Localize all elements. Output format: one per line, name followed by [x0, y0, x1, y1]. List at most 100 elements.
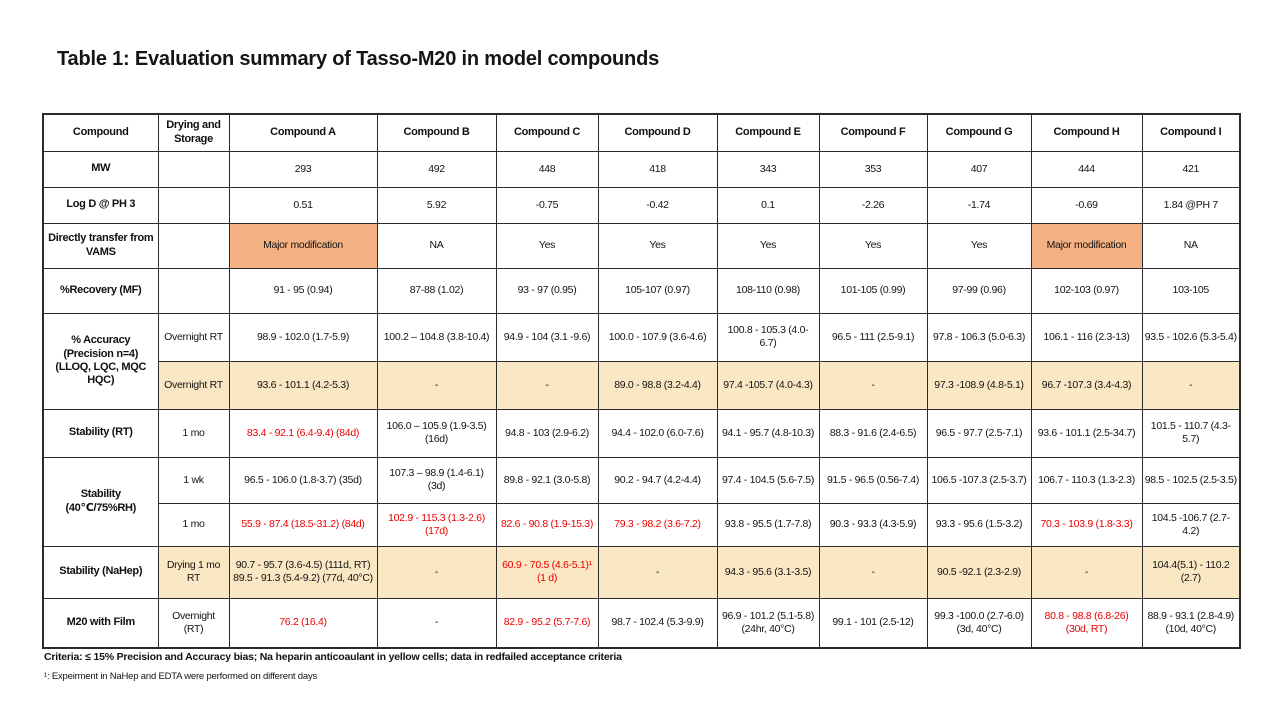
cell: 93.8 - 95.5 (1.7-7.8): [716, 502, 820, 547]
table-row-nahep: Stability (NaHep) Drying 1 mo RT 90.7 - …: [42, 545, 1241, 599]
cell: -1.74: [926, 186, 1032, 224]
cell-nahep: -: [1030, 545, 1143, 599]
row-label-logd: Log D @ PH 3: [42, 186, 159, 224]
page-title: Table 1: Evaluation summary of Tasso-M20…: [57, 48, 660, 70]
cell-nahep: -: [818, 545, 928, 599]
cell: 5.92: [376, 186, 497, 224]
cell: 444: [1030, 150, 1143, 188]
cell: [157, 186, 230, 224]
cell-nahep: 89.0 - 98.8 (3.2-4.4): [597, 360, 718, 410]
cell: Yes: [926, 222, 1032, 269]
cell-failed: 70.3 - 103.9 (1.8-3.3): [1030, 502, 1143, 547]
cell: 99.3 -100.0 (2.7-6.0) (3d, 40°C): [926, 597, 1032, 649]
cell: 94.8 - 103 (2.9-6.2): [495, 408, 599, 458]
col-header-storage: Drying and Storage: [157, 113, 230, 152]
table-row-stability-rt: Stability (RT) 1 mo 83.4 - 92.1 (6.4-9.4…: [42, 408, 1241, 458]
cell-nahep: 97.3 -108.9 (4.8-5.1): [926, 360, 1032, 410]
cell-nahep: 93.6 - 101.1 (4.2-5.3): [228, 360, 378, 410]
cell: 106.7 - 110.3 (1.3-2.3): [1030, 456, 1143, 504]
cell: -0.69: [1030, 186, 1143, 224]
cell: 97-99 (0.96): [926, 267, 1032, 314]
row-label-nahep: Stability (NaHep): [42, 545, 159, 599]
cell-nahep: 97.4 -105.7 (4.0-4.3): [716, 360, 820, 410]
col-header-compound-e: Compound E: [716, 113, 820, 152]
cell-failed: 102.9 - 115.3 (1.3-2.6) (17d): [376, 502, 497, 547]
footnote-1: ¹: Expeirment in NaHep and EDTA were per…: [44, 671, 318, 682]
row-label-accuracy: % Accuracy (Precision n=4) (LLOQ, LQC, M…: [42, 312, 159, 410]
row-label-stability-rt: Stability (RT): [42, 408, 159, 458]
header-row: Compound Drying and Storage Compound A C…: [42, 113, 1241, 152]
cell: 407: [926, 150, 1032, 188]
cell: -0.42: [597, 186, 718, 224]
col-header-compound-c: Compound C: [495, 113, 599, 152]
cell: 96.5 - 111 (2.5-9.1): [818, 312, 928, 362]
cell: 293: [228, 150, 378, 188]
cell: 421: [1141, 150, 1241, 188]
cell: Yes: [495, 222, 599, 269]
cell: 96.9 - 101.2 (5.1-5.8) (24hr, 40°C): [716, 597, 820, 649]
col-header-compound-d: Compound D: [597, 113, 718, 152]
cell: 108-110 (0.98): [716, 267, 820, 314]
cell: 90.3 - 93.3 (4.3-5.9): [818, 502, 928, 547]
storage-cell: 1 wk: [157, 456, 230, 504]
cell: 353: [818, 150, 928, 188]
cell-nahep: 90.7 - 95.7 (3.6-4.5) (111d, RT) 89.5 - …: [228, 545, 378, 599]
cell: 96.5 - 106.0 (1.8-3.7) (35d): [228, 456, 378, 504]
cell-nahep: -: [1141, 360, 1241, 410]
cell: 96.5 - 97.7 (2.5-7.1): [926, 408, 1032, 458]
cell: [157, 267, 230, 314]
col-header-compound-f: Compound F: [818, 113, 928, 152]
cell: 100.0 - 107.9 (3.6-4.6): [597, 312, 718, 362]
cell: 93 - 97 (0.95): [495, 267, 599, 314]
cell: 100.2 – 104.8 (3.8-10.4): [376, 312, 497, 362]
table-row-stability-40-1mo: 1 mo 55.9 - 87.4 (18.5-31.2) (84d) 102.9…: [43, 502, 1241, 547]
cell-nahep: -: [376, 545, 497, 599]
col-header-compound: Compound: [42, 113, 159, 152]
table-row-recovery: %Recovery (MF) 91 - 95 (0.94) 87-88 (1.0…: [42, 267, 1241, 314]
cell-nahep: 96.7 -107.3 (3.4-4.3): [1030, 360, 1143, 410]
cell-nahep: 94.3 - 95.6 (3.1-3.5): [716, 545, 820, 599]
cell: 106.0 – 105.9 (1.9-3.5) (16d): [376, 408, 497, 458]
cell: 99.1 - 101 (2.5-12): [818, 597, 928, 649]
cell: 106.5 -107.3 (2.5-3.7): [926, 456, 1032, 504]
cell: -: [376, 597, 497, 649]
cell: 101.5 - 110.7 (4.3-5.7): [1141, 408, 1241, 458]
cell: 93.5 - 102.6 (5.3-5.4): [1141, 312, 1241, 362]
evaluation-table: Compound Drying and Storage Compound A C…: [42, 113, 1241, 649]
col-header-compound-h: Compound H: [1030, 113, 1143, 152]
cell: 94.9 - 104 (3.1 -9.6): [495, 312, 599, 362]
cell: 1.84 @PH 7: [1141, 186, 1241, 224]
cell-failed: 79.3 - 98.2 (3.6-7.2): [597, 502, 718, 547]
cell: 101-105 (0.99): [818, 267, 928, 314]
cell: NA: [376, 222, 497, 269]
criteria-note: Criteria: ≤ 15% Precision and Accuracy b…: [44, 651, 622, 663]
cell: 104.5 -106.7 (2.7-4.2): [1141, 502, 1241, 547]
cell: 0.51: [228, 186, 378, 224]
cell: 98.7 - 102.4 (5.3-9.9): [597, 597, 718, 649]
cell-failed: 60.9 - 70.5 (4.6-5.1)¹ (1 d): [495, 545, 599, 599]
cell: 93.3 - 95.6 (1.5-3.2): [926, 502, 1032, 547]
storage-cell: Overnight RT: [157, 312, 230, 362]
cell: 105-107 (0.97): [597, 267, 718, 314]
cell-nahep: -: [495, 360, 599, 410]
cell-failed: 80.8 - 98.8 (6.8-26) (30d, RT): [1030, 597, 1143, 649]
col-header-compound-i: Compound I: [1141, 113, 1241, 152]
cell: 492: [376, 150, 497, 188]
row-label-film: M20 with Film: [42, 597, 159, 649]
storage-cell: Drying 1 mo RT: [157, 545, 230, 599]
cell: NA: [1141, 222, 1241, 269]
cell: 100.8 - 105.3 (4.0-6.7): [716, 312, 820, 362]
cell: 94.4 - 102.0 (6.0-7.6): [597, 408, 718, 458]
cell-failed: 83.4 - 92.1 (6.4-9.4) (84d): [228, 408, 378, 458]
cell: Yes: [597, 222, 718, 269]
col-header-compound-g: Compound G: [926, 113, 1032, 152]
col-header-compound-b: Compound B: [376, 113, 497, 152]
table-row-logd: Log D @ PH 3 0.51 5.92 -0.75 -0.42 0.1 -…: [42, 186, 1241, 224]
cell: [157, 222, 230, 269]
cell: 89.8 - 92.1 (3.0-5.8): [495, 456, 599, 504]
col-header-compound-a: Compound A: [228, 113, 378, 152]
cell: 97.8 - 106.3 (5.0-6.3): [926, 312, 1032, 362]
cell: 88.9 - 93.1 (2.8-4.9) (10d, 40°C): [1141, 597, 1241, 649]
table-row-stability-40-1wk: Stability (40℃/75%RH) 1 wk 96.5 - 106.0 …: [42, 456, 1241, 547]
